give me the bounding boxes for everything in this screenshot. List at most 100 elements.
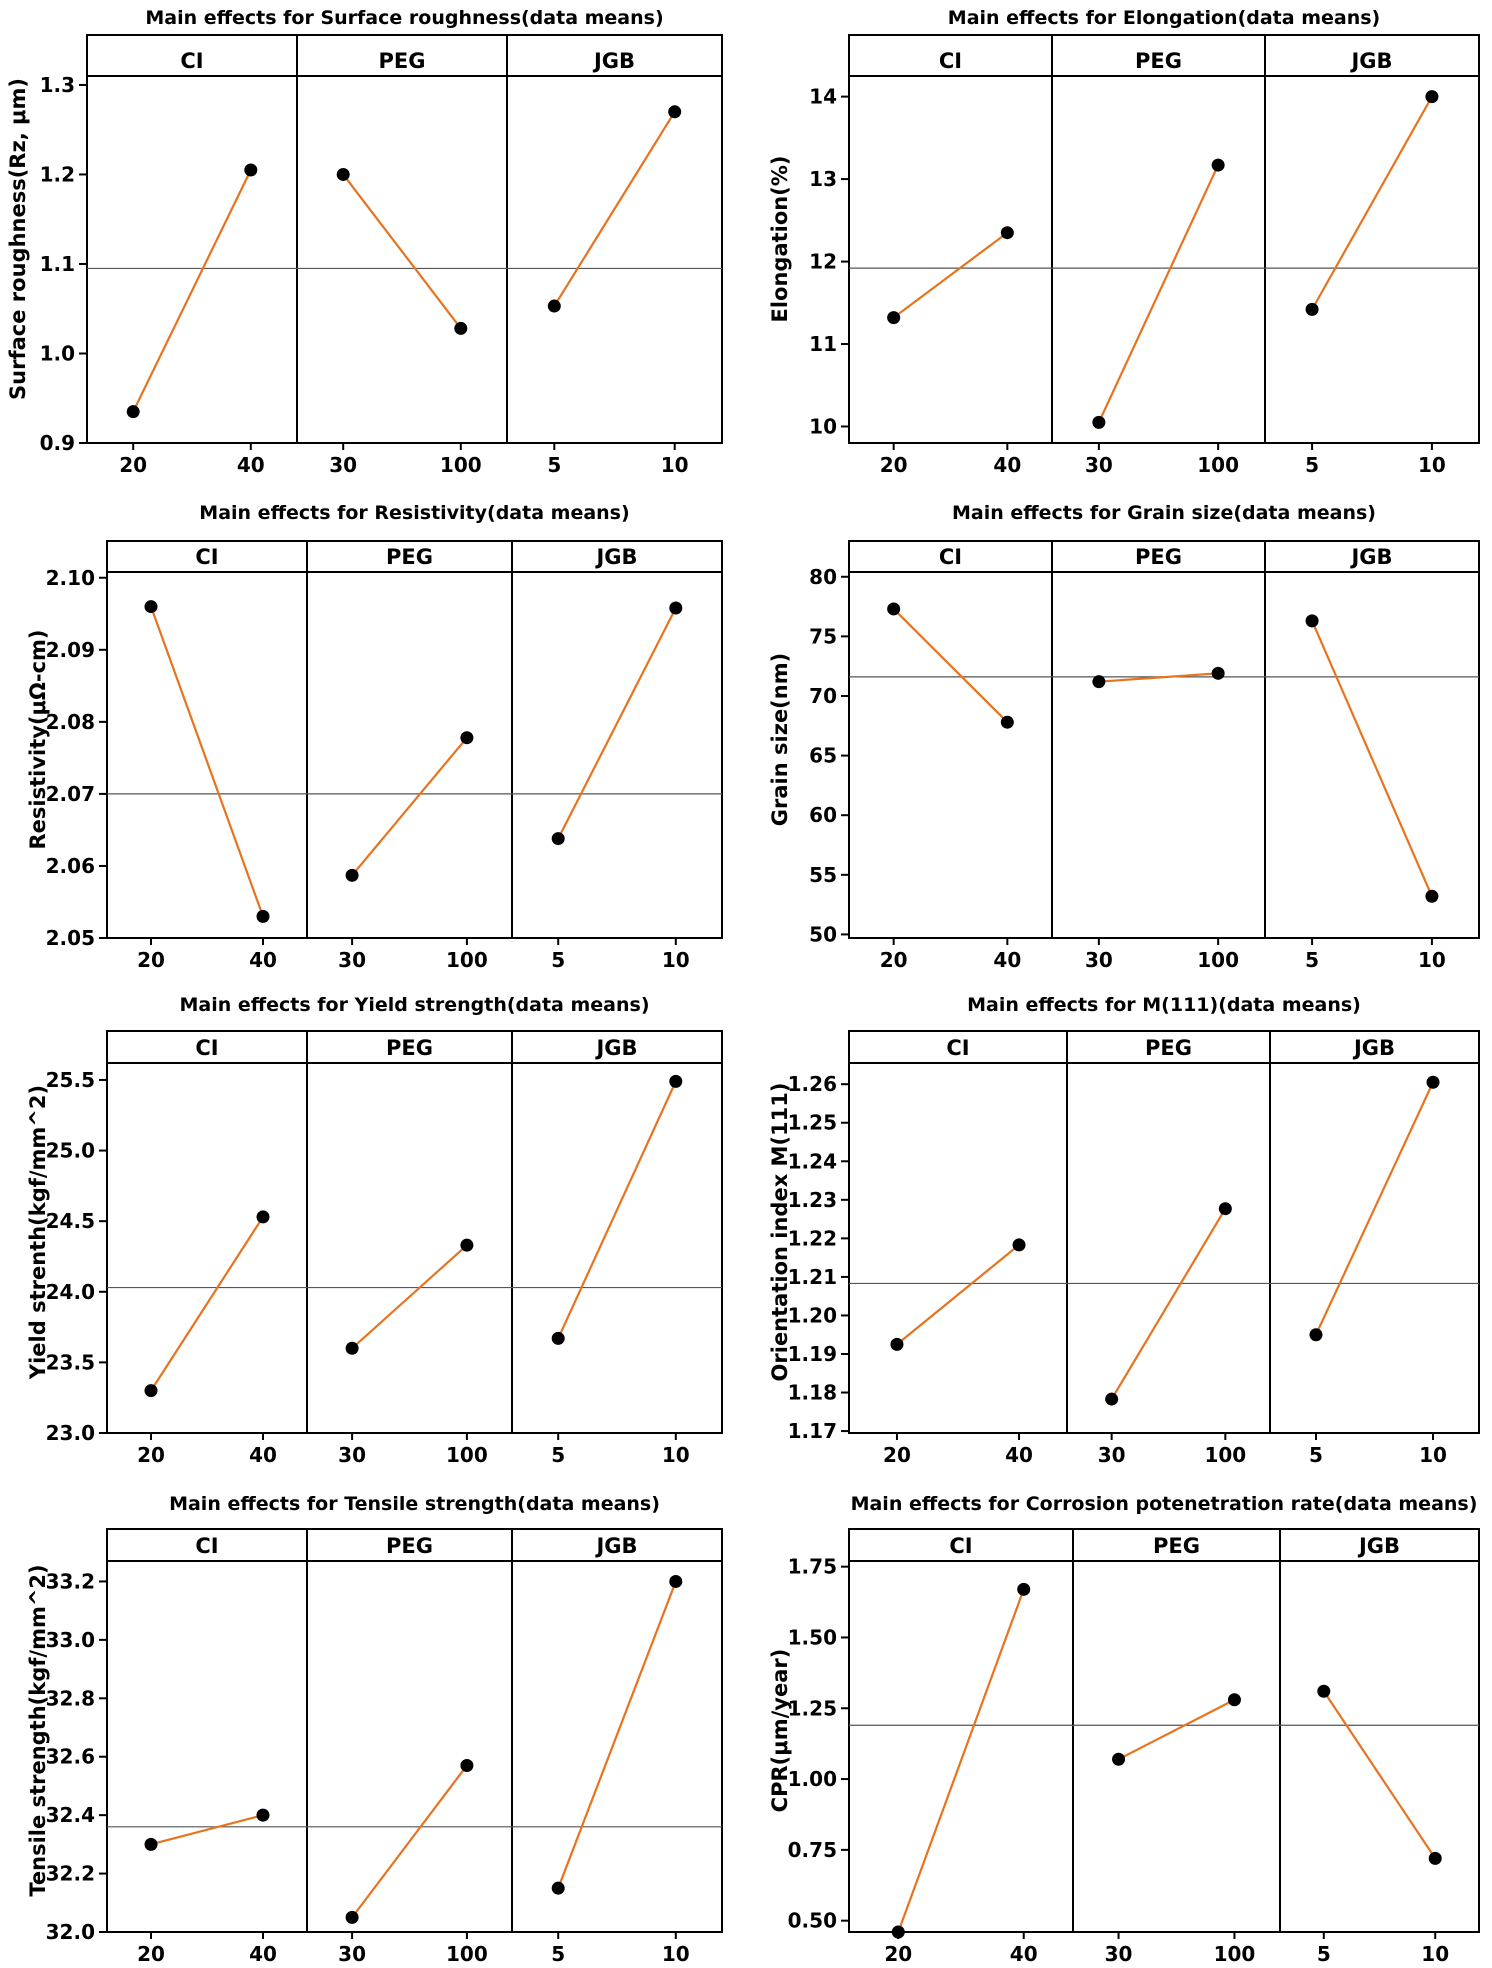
y-tick-label: 24.0: [46, 1280, 95, 1304]
y-tick-label: 23.0: [46, 1421, 95, 1445]
data-point: [1305, 614, 1319, 628]
plot-frame: [848, 1030, 1480, 1434]
y-tick-label: 70: [809, 684, 837, 708]
x-tick-label: 40: [249, 948, 277, 972]
y-tick-label: 1.25: [788, 1696, 837, 1720]
effect-line: [150, 1216, 264, 1392]
factor-header: PEG: [1135, 545, 1182, 569]
y-tick-label: 1.24: [788, 1149, 837, 1173]
x-tick-label: 40: [993, 453, 1021, 477]
data-point: [1000, 226, 1014, 240]
data-point: [669, 601, 683, 615]
data-point: [891, 1925, 905, 1939]
factor-header: PEG: [386, 1534, 433, 1558]
effect-line: [149, 606, 265, 917]
effect-line: [553, 111, 676, 307]
data-point: [144, 1837, 158, 1851]
effect-line: [342, 173, 462, 330]
x-tick-label: 30: [338, 948, 366, 972]
x-tick-label: 20: [883, 1443, 911, 1467]
factor-header: JGB: [1357, 1534, 1400, 1558]
data-point: [1227, 1693, 1241, 1707]
plot-title: Main effects for Elongation(data means): [948, 7, 1380, 29]
data-point: [336, 167, 350, 181]
plot-frame: [848, 1528, 1480, 1933]
x-tick-label: 40: [237, 453, 265, 477]
y-tick-label: 50: [809, 922, 837, 946]
x-tick-label: 10: [1418, 948, 1446, 972]
y-tick-label: 2.09: [46, 638, 95, 662]
plot-title: Main effects for Tensile strength(data m…: [169, 1493, 660, 1515]
data-point: [1092, 415, 1106, 429]
plot-frame: [106, 1030, 723, 1434]
y-tick-label: 32.6: [46, 1745, 95, 1769]
effect-line: [1314, 1081, 1435, 1336]
factor-header: JGB: [1352, 1036, 1395, 1060]
plot-title: Main effects for Surface roughness(data …: [145, 7, 663, 29]
data-point: [244, 163, 258, 177]
y-tick-label: 1.0: [40, 341, 75, 365]
data-point: [1012, 1238, 1026, 1252]
y-tick-label: 1.50: [788, 1625, 837, 1649]
factor-header: JGB: [592, 49, 635, 73]
data-point: [669, 1074, 683, 1088]
y-tick-label: 1.25: [788, 1111, 837, 1135]
y-tick-label: 33.2: [46, 1569, 95, 1593]
y-tick-label: 13: [809, 167, 837, 191]
y-tick-label: 0.50: [788, 1909, 837, 1933]
data-point: [345, 1341, 359, 1355]
data-point: [1092, 675, 1106, 689]
x-tick-label: 10: [1419, 1443, 1447, 1467]
factor-header: JGB: [594, 1534, 637, 1558]
effect-line: [1118, 1698, 1235, 1761]
x-tick-label: 5: [1305, 453, 1319, 477]
y-tick-label: 2.07: [46, 782, 95, 806]
x-tick-label: 20: [137, 948, 165, 972]
y-axis-label: Surface roughness(Rz, μm): [6, 78, 30, 400]
x-tick-label: 100: [1214, 1942, 1256, 1966]
y-axis-label: Grain size(nm): [768, 653, 792, 826]
y-tick-label: 1.00: [788, 1767, 837, 1791]
factor-header: CI: [939, 49, 962, 73]
x-tick-label: 100: [446, 1443, 488, 1467]
x-tick-label: 20: [137, 1443, 165, 1467]
x-tick-label: 30: [1098, 1443, 1126, 1467]
data-point: [1305, 302, 1319, 316]
plot-title: Main effects for M(111)(data means): [967, 994, 1361, 1016]
data-point: [256, 1808, 270, 1822]
plot-frame: [86, 34, 723, 444]
x-tick-label: 10: [661, 453, 689, 477]
effect-line: [351, 1244, 468, 1350]
y-tick-label: 80: [809, 565, 837, 589]
data-point: [345, 868, 359, 882]
factor-header: CI: [180, 49, 203, 73]
x-tick-label: 5: [551, 1443, 565, 1467]
data-point: [1428, 1851, 1442, 1865]
y-tick-label: 0.75: [788, 1838, 837, 1862]
x-tick-label: 30: [338, 1942, 366, 1966]
effect-line: [132, 169, 252, 413]
x-tick-label: 20: [137, 1942, 165, 1966]
plot-frame: [848, 34, 1480, 444]
data-point: [256, 1210, 270, 1224]
plot-frame: [106, 1528, 723, 1933]
y-tick-label: 1.22: [788, 1226, 837, 1250]
main-effects-plot: Main effects for Tensile strength(data m…: [26, 1493, 723, 1966]
data-point: [1112, 1752, 1126, 1766]
data-point: [890, 1337, 904, 1351]
data-point: [256, 909, 270, 923]
y-tick-label: 55: [809, 863, 837, 887]
x-tick-label: 5: [547, 453, 561, 477]
x-tick-label: 100: [1204, 1443, 1246, 1467]
x-tick-label: 40: [1005, 1443, 1033, 1467]
factor-header: PEG: [1153, 1534, 1200, 1558]
x-tick-label: 40: [1010, 1942, 1038, 1966]
effect-line: [557, 607, 677, 840]
x-tick-label: 10: [662, 1942, 690, 1966]
main-effects-plot: Main effects for Yield strength(data mea…: [26, 994, 723, 1467]
effect-line: [1311, 620, 1433, 897]
plot-title: Main effects for Grain size(data means): [952, 502, 1376, 524]
x-tick-label: 100: [1197, 453, 1239, 477]
y-axis-label: Elongation(%): [768, 156, 792, 323]
data-point: [668, 105, 682, 119]
